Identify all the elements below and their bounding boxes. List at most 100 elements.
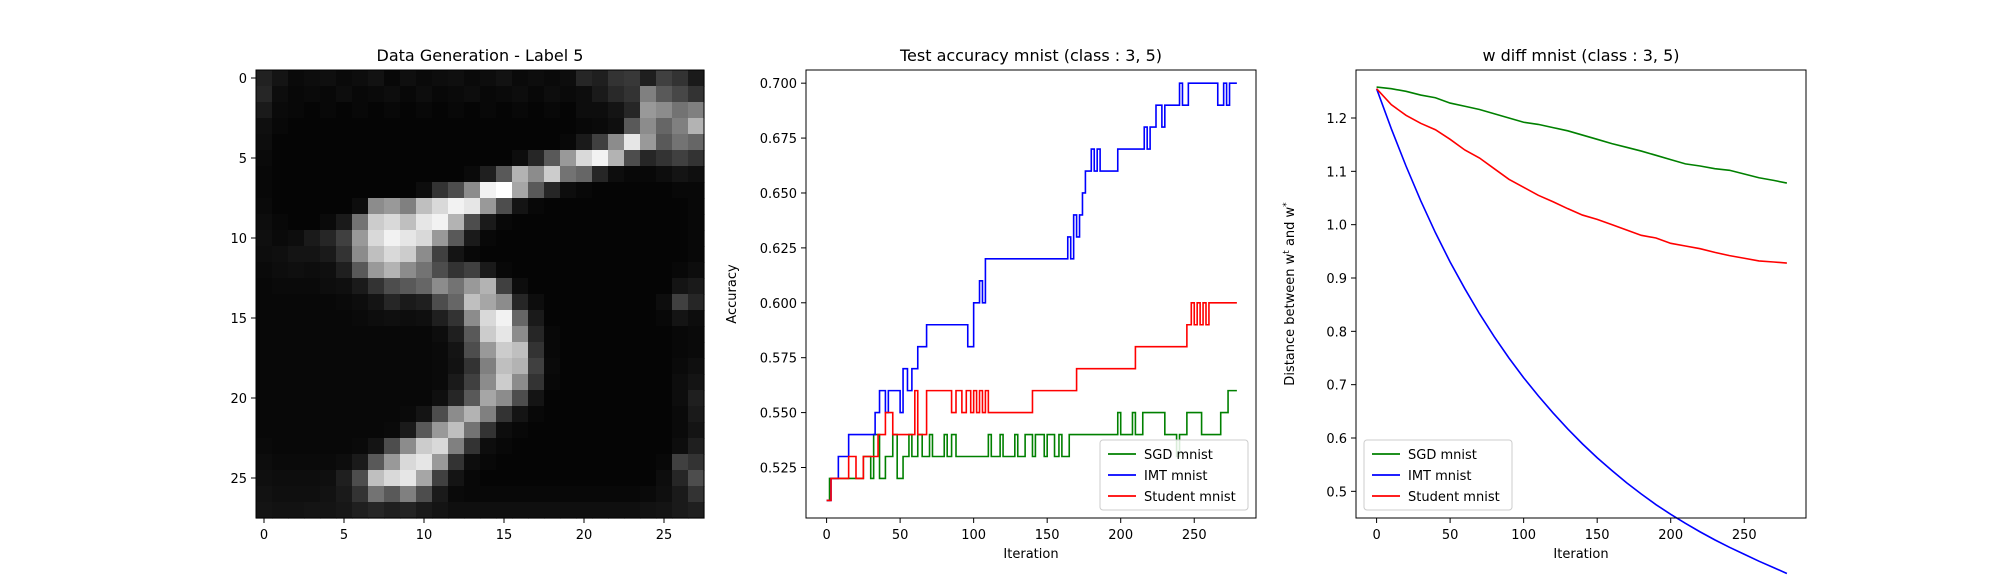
pixel-cell xyxy=(480,342,497,359)
pixel-cell xyxy=(384,166,401,183)
pixel-cell xyxy=(528,454,545,471)
pixel-cell xyxy=(608,150,625,167)
pixel-cell xyxy=(672,358,689,375)
pixel-cell xyxy=(624,182,641,199)
pixel-cell xyxy=(672,294,689,311)
pixel-cell xyxy=(256,374,273,391)
pixel-cell xyxy=(320,262,337,279)
pixel-cell xyxy=(608,374,625,391)
pixel-cell xyxy=(336,310,353,327)
pixel-cell xyxy=(416,470,433,487)
pixel-cell xyxy=(272,166,289,183)
pixel-cell xyxy=(496,326,513,343)
pixel-cell xyxy=(432,214,449,231)
pixel-cell xyxy=(544,166,561,183)
pixel-cell xyxy=(336,502,353,519)
pixel-cell xyxy=(672,150,689,167)
pixel-cell xyxy=(544,358,561,375)
pixel-cell xyxy=(288,198,305,215)
pixel-cell xyxy=(576,230,593,247)
pixel-cell xyxy=(272,358,289,375)
pixel-cell xyxy=(464,422,481,439)
pixel-cell xyxy=(272,390,289,407)
pixel-cell xyxy=(336,470,353,487)
pixel-cell xyxy=(512,310,529,327)
pixel-cell xyxy=(576,118,593,135)
pixel-cell xyxy=(608,198,625,215)
pixel-cell xyxy=(400,326,417,343)
pixel-cell xyxy=(400,358,417,375)
pixel-cell xyxy=(320,278,337,295)
pixel-cell xyxy=(416,486,433,503)
pixel-cell xyxy=(656,326,673,343)
pixel-cell xyxy=(304,358,321,375)
pixel-cell xyxy=(288,486,305,503)
pixel-cell xyxy=(688,230,705,247)
pixel-cell xyxy=(304,118,321,135)
pixel-cell xyxy=(256,326,273,343)
pixel-cell xyxy=(512,230,529,247)
pixel-cell xyxy=(656,262,673,279)
pixel-cell xyxy=(576,294,593,311)
pixel-cell xyxy=(640,326,657,343)
pixel-cell xyxy=(448,246,465,263)
pixel-cell xyxy=(448,342,465,359)
pixel-cell xyxy=(480,230,497,247)
pixel-cell xyxy=(544,262,561,279)
pixel-cell xyxy=(544,502,561,519)
series-line-imt-mnist xyxy=(1375,88,1788,575)
pixel-cell xyxy=(400,406,417,423)
pixel-cell xyxy=(320,486,337,503)
pixel-cell xyxy=(672,422,689,439)
pixel-cell xyxy=(608,294,625,311)
pixel-cell xyxy=(368,470,385,487)
pixel-cell xyxy=(384,358,401,375)
pixel-cell xyxy=(432,486,449,503)
pixel-cell xyxy=(656,182,673,199)
pixel-cell xyxy=(304,166,321,183)
pixel-cell xyxy=(576,198,593,215)
pixel-cell xyxy=(432,374,449,391)
pixel-cell xyxy=(288,438,305,455)
pixel-cell xyxy=(480,214,497,231)
pixel-cell xyxy=(288,102,305,119)
pixel-cell xyxy=(432,150,449,167)
pixel-cell xyxy=(272,86,289,103)
pixel-cell xyxy=(256,342,273,359)
pixel-cell xyxy=(256,246,273,263)
pixel-cell xyxy=(464,246,481,263)
pixel-cell xyxy=(464,214,481,231)
pixel-cell xyxy=(560,230,577,247)
pixel-cell xyxy=(656,230,673,247)
pixel-cell xyxy=(448,470,465,487)
pixel-cell xyxy=(672,326,689,343)
pixel-cell xyxy=(416,454,433,471)
pixel-cell xyxy=(496,486,513,503)
pixel-cell xyxy=(304,214,321,231)
pixel-cell xyxy=(496,230,513,247)
pixel-cell xyxy=(384,422,401,439)
y-axis-label: Distance between wt and w* xyxy=(1282,202,1298,386)
pixel-cell xyxy=(384,102,401,119)
pixel-cell xyxy=(416,134,433,151)
pixel-cell xyxy=(368,422,385,439)
chart-title: w diff mnist (class : 3, 5) xyxy=(1482,46,1679,65)
pixel-cell xyxy=(432,86,449,103)
pixel-cell xyxy=(560,438,577,455)
pixel-cell xyxy=(544,422,561,439)
pixel-cell xyxy=(640,166,657,183)
pixel-cell xyxy=(336,150,353,167)
pixel-cell xyxy=(640,390,657,407)
pixel-cell xyxy=(448,150,465,167)
pixel-cell xyxy=(464,118,481,135)
pixel-cell xyxy=(512,134,529,151)
pixel-cell xyxy=(544,214,561,231)
pixel-cell xyxy=(448,70,465,87)
pixel-cell xyxy=(496,70,513,87)
pixel-cell xyxy=(480,86,497,103)
pixel-cell xyxy=(592,374,609,391)
pixel-cell xyxy=(352,246,369,263)
x-tick-label: 200 xyxy=(1658,528,1683,543)
pixel-cell xyxy=(416,118,433,135)
pixel-cell xyxy=(624,502,641,519)
